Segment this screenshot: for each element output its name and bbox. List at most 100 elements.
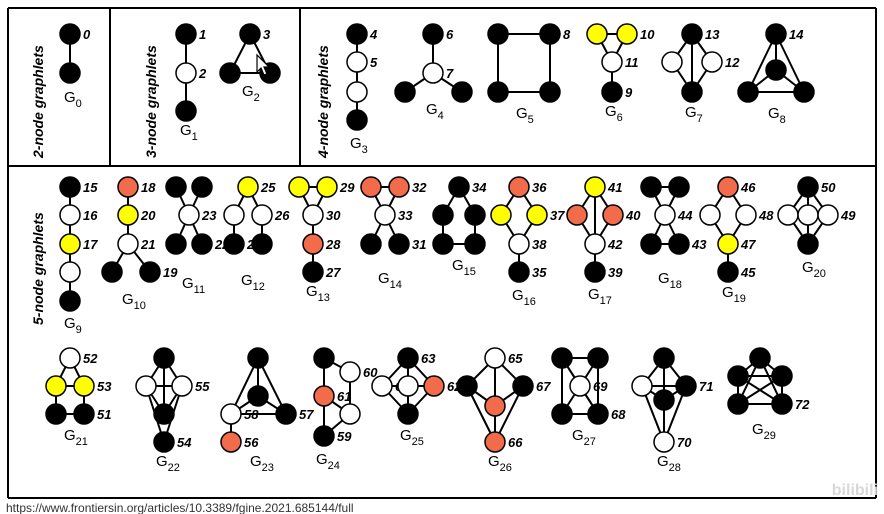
graphlet-g4: 6 7 G4 bbox=[394, 23, 473, 122]
graphlet-node bbox=[484, 347, 506, 369]
node-orbit-number: 28 bbox=[325, 237, 341, 252]
graphlet-g10: 18 20 21 19 G10 bbox=[101, 176, 178, 312]
graphlet-node bbox=[464, 233, 486, 255]
graphlet-title: G8 bbox=[768, 105, 786, 126]
graphlet-title: G7 bbox=[685, 104, 703, 125]
graphlet-node bbox=[675, 375, 697, 397]
graphlet-title: G11 bbox=[182, 275, 205, 296]
node-orbit-number: 34 bbox=[472, 180, 487, 195]
node-orbit-number: 55 bbox=[195, 379, 210, 394]
graphlet-node bbox=[777, 204, 799, 226]
node-orbit-number: 57 bbox=[299, 407, 314, 422]
graphlet-node bbox=[640, 176, 662, 198]
node-orbit-number: 21 bbox=[140, 237, 155, 252]
graphlet-title: G6 bbox=[605, 103, 623, 124]
node-orbit-number: 47 bbox=[740, 237, 756, 252]
node-orbit-number: 31 bbox=[412, 237, 426, 252]
graphlet-title: G0 bbox=[64, 89, 82, 110]
graphlet-node bbox=[223, 233, 245, 255]
node-orbit-number: 1 bbox=[199, 27, 206, 42]
node-orbit-number: 4 bbox=[369, 27, 378, 42]
node-orbit-number: 52 bbox=[83, 351, 98, 366]
graphlet-node bbox=[239, 23, 261, 45]
graphlet-node bbox=[817, 204, 839, 226]
node-orbit-number: 58 bbox=[244, 407, 259, 422]
graphlet-node bbox=[771, 365, 793, 387]
graphlet-g12: 252624G12 bbox=[223, 176, 290, 293]
graphlet-node bbox=[765, 23, 787, 45]
graphlet-node bbox=[717, 233, 739, 255]
graphlet-node bbox=[59, 290, 81, 312]
graphlet-g9: 15 16 17 G9 bbox=[59, 176, 98, 336]
graphlet-node bbox=[717, 261, 739, 283]
graphlet-g1: 1 2 G1 bbox=[175, 23, 207, 143]
graphlet-node bbox=[397, 403, 419, 425]
graphlet-g13: 29 30 28 27 G13 bbox=[288, 176, 355, 304]
graphlet-title: G5 bbox=[516, 105, 534, 126]
graphlet-g7: 13 12 G7 bbox=[661, 23, 740, 125]
graphlet-node bbox=[220, 403, 242, 425]
graphlet-title: G24 bbox=[316, 451, 340, 472]
section-title-2-node: 2-node graphlets bbox=[30, 45, 46, 159]
node-orbit-number: 27 bbox=[325, 265, 341, 280]
graphlet-title: G29 bbox=[752, 421, 776, 442]
graphlet-node bbox=[584, 233, 606, 255]
graphlet-node bbox=[45, 375, 67, 397]
graphlet-node bbox=[371, 375, 393, 397]
graphlet-node bbox=[59, 261, 81, 283]
graphlet-node bbox=[59, 204, 81, 226]
node-orbit-number: 12 bbox=[725, 55, 740, 70]
graphlet-node bbox=[153, 347, 175, 369]
node-orbit-number: 38 bbox=[532, 237, 547, 252]
graphlet-node bbox=[737, 81, 759, 103]
graphlet-node bbox=[247, 385, 269, 407]
graphlet-node bbox=[484, 431, 506, 453]
graphlet-g22: 55 54 G22 bbox=[135, 347, 210, 474]
node-orbit-number: 41 bbox=[607, 180, 622, 195]
figure-frame bbox=[7, 7, 877, 499]
section-title-4-node: 4-node graphlets bbox=[315, 45, 331, 159]
graphlet-node bbox=[247, 347, 269, 369]
graphlet-node bbox=[451, 81, 473, 103]
node-orbit-number: 29 bbox=[339, 180, 355, 195]
node-orbit-number: 35 bbox=[532, 265, 547, 280]
graphlet-node bbox=[275, 403, 297, 425]
graphlet-node bbox=[191, 233, 213, 255]
graphlet-node bbox=[661, 51, 683, 73]
graphlet-title: G28 bbox=[657, 453, 681, 474]
graphlet-node bbox=[668, 233, 690, 255]
graphlet-node bbox=[640, 233, 662, 255]
node-orbit-number: 26 bbox=[274, 208, 290, 223]
graphlet-node bbox=[551, 403, 573, 425]
node-orbit-number: 54 bbox=[177, 435, 192, 450]
graphlet-g20: 50 49 G20 bbox=[777, 176, 856, 280]
node-orbit-number: 68 bbox=[611, 407, 626, 422]
graphlet-node bbox=[165, 233, 187, 255]
graphlet-node bbox=[178, 204, 200, 226]
graphlet-node bbox=[631, 375, 653, 397]
node-orbit-number: 37 bbox=[550, 208, 565, 223]
node-orbit-number: 65 bbox=[508, 351, 523, 366]
node-orbit-number: 67 bbox=[536, 379, 551, 394]
graphlet-node bbox=[346, 81, 368, 103]
graphlet-node bbox=[584, 176, 606, 198]
graphlet-node bbox=[175, 62, 197, 84]
node-orbit-number: 43 bbox=[691, 237, 707, 252]
graphlet-title: G27 bbox=[572, 427, 596, 448]
graphlet-g29: 72 G29 bbox=[727, 347, 810, 442]
node-orbit-number: 8 bbox=[563, 27, 571, 42]
graphlet-node bbox=[584, 261, 606, 283]
section-title-3-node: 3-node graphlets bbox=[143, 45, 159, 158]
graphlet-g5: 8 G5 bbox=[487, 23, 571, 126]
graphlet-node bbox=[59, 62, 81, 84]
graphlet-node bbox=[653, 389, 675, 411]
graphlet-node bbox=[219, 62, 241, 84]
graphlet-node bbox=[797, 204, 819, 226]
graphlet-node bbox=[569, 375, 591, 397]
graphlet-node bbox=[422, 23, 444, 45]
node-orbit-number: 66 bbox=[508, 435, 523, 450]
node-orbit-number: 49 bbox=[840, 208, 856, 223]
graphlet-node bbox=[797, 176, 819, 198]
